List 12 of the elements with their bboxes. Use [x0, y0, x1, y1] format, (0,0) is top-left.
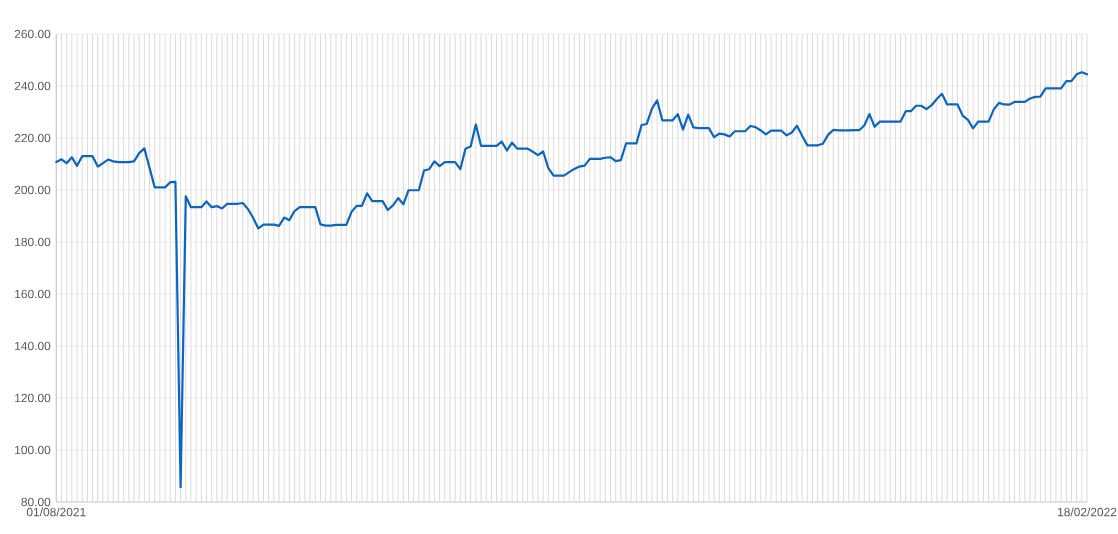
y-tick-label: 120.00 — [15, 393, 51, 403]
y-tick-label: 140.00 — [15, 341, 51, 351]
y-tick-label: 80.00 — [21, 497, 51, 507]
y-tick-label: 100.00 — [15, 445, 51, 455]
x-tick-label: 18/02/2022 — [1058, 507, 1117, 517]
x-tick-label: 01/08/2021 — [26, 507, 86, 517]
y-tick-label: 220.00 — [14, 133, 51, 143]
y-tick-label: 240.00 — [14, 81, 51, 91]
y-tick-label: 260.00 — [14, 29, 51, 39]
y-tick-label: 180.00 — [15, 237, 51, 247]
y-tick-label: 160.00 — [15, 289, 51, 299]
y-tick-label: 200.00 — [14, 185, 51, 195]
